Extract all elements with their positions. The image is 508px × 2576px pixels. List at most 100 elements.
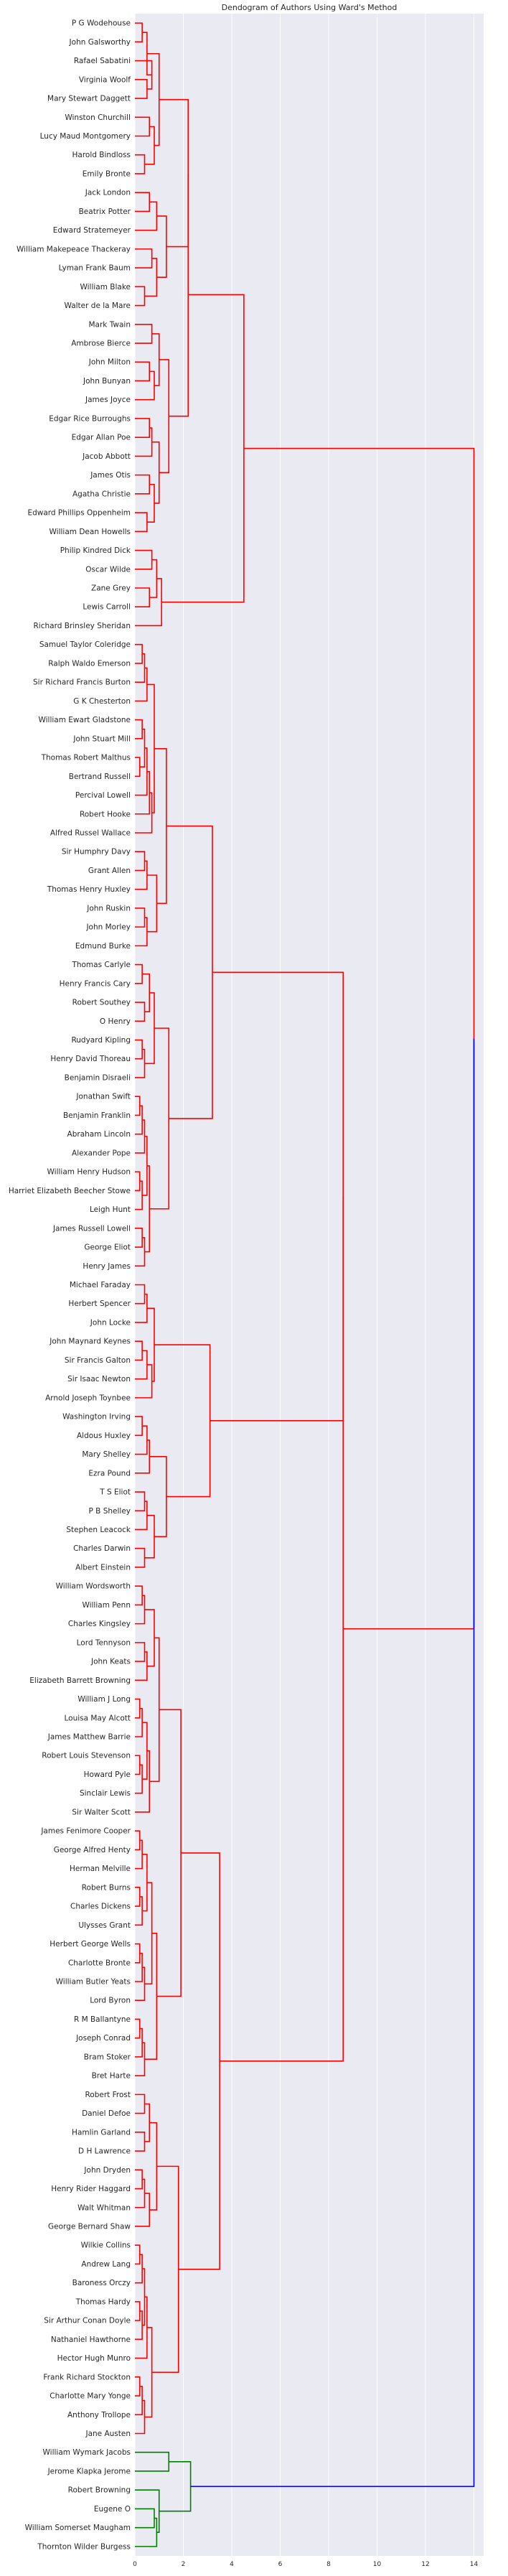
leaf-label: William Dean Howells — [50, 528, 131, 536]
leaf-label: Sir Isaac Newton — [67, 1375, 131, 1383]
leaf-label: Bertrand Russell — [69, 773, 131, 781]
leaf-label: Thomas Robert Malthus — [41, 754, 131, 762]
leaf-label: Charles Darwin — [73, 1544, 131, 1553]
leaf-label: John Ruskin — [86, 904, 131, 913]
leaf-label: Edmund Burke — [75, 942, 131, 951]
leaf-label: William Blake — [80, 283, 131, 291]
leaf-label: James Fenimore Cooper — [40, 1827, 131, 1836]
leaf-label: John Maynard Keynes — [49, 1338, 131, 1346]
x-tick-label: 0 — [133, 2561, 137, 2568]
leaf-label: William Somerset Maugham — [25, 2524, 131, 2532]
leaf-label: Lewis Carroll — [83, 603, 131, 612]
leaf-label: John Morley — [85, 923, 131, 932]
leaf-label: John Keats — [90, 1658, 131, 1666]
leaf-label: Ezra Pound — [88, 1469, 131, 1478]
leaf-label: Albert Einstein — [75, 1563, 131, 1572]
leaf-label: Sir Arthur Conan Doyle — [44, 2317, 131, 2325]
leaf-label: P G Wodehouse — [72, 19, 131, 28]
leaf-label: G K Chesterton — [73, 697, 131, 706]
leaf-label: Herbert George Wells — [50, 1940, 131, 1949]
leaf-label: Ralph Waldo Emerson — [48, 659, 131, 668]
leaf-label: George Eliot — [84, 1243, 131, 1252]
leaf-label: Henry Rider Haggard — [51, 2185, 131, 2193]
leaf-label: Lucy Maud Montgomery — [40, 132, 131, 141]
leaf-label: Oscar Wilde — [85, 565, 131, 574]
leaf-label: Frank Richard Stockton — [43, 2373, 131, 2381]
leaf-label: Bram Stoker — [84, 2053, 131, 2061]
x-tick-label: 2 — [182, 2561, 186, 2568]
leaf-label: Walt Whitman — [77, 2203, 131, 2212]
leaf-label: John Galsworthy — [69, 38, 131, 47]
leaf-label: Aldous Huxley — [77, 1432, 131, 1440]
chart-title: Dendogram of Authors Using Ward's Method — [221, 3, 398, 12]
leaf-label: Andrew Lang — [81, 2260, 131, 2269]
x-tick-label: 8 — [326, 2561, 331, 2568]
leaf-label: Ulysses Grant — [78, 1921, 131, 1930]
leaf-label: Howard Pyle — [84, 1770, 131, 1779]
leaf-label: Ambrose Bierce — [71, 340, 131, 348]
leaf-label: Walter de la Mare — [65, 302, 131, 310]
leaf-label: Henry David Thoreau — [50, 1055, 131, 1063]
leaf-label: Leigh Hunt — [90, 1205, 131, 1214]
leaf-label: Sir Walter Scott — [72, 1808, 131, 1816]
leaf-label: Alexander Pope — [72, 1149, 131, 1157]
leaf-label: Jacob Abbott — [82, 452, 131, 461]
leaf-label: John Dryden — [83, 2166, 131, 2175]
leaf-label: Robert Frost — [85, 2091, 131, 2099]
x-tick-label: 6 — [278, 2561, 283, 2568]
leaf-label: Thomas Carlyle — [71, 961, 131, 969]
leaf-label: Samuel Taylor Coleridge — [39, 640, 131, 649]
x-tick-label: 10 — [373, 2561, 382, 2568]
leaf-label: Henry Francis Cary — [60, 979, 131, 988]
leaf-label: Joseph Conrad — [75, 2034, 131, 2043]
leaf-label: Charles Dickens — [70, 1903, 131, 1911]
leaf-label: R M Ballantyne — [74, 2015, 131, 2024]
leaf-label: Herman Melville — [70, 1865, 131, 1873]
dendrogram-link — [190, 1038, 475, 2488]
leaf-label: Thornton Wilder Burgess — [37, 2542, 131, 2551]
leaf-label: Agatha Christie — [72, 490, 131, 498]
leaf-label: Emily Bronte — [83, 169, 131, 178]
leaf-label: Robert Louis Stevenson — [42, 1752, 131, 1760]
leaf-label: George Alfred Henty — [54, 1846, 131, 1854]
leaf-label: Herbert Spencer — [68, 1299, 131, 1308]
leaf-label: Edgar Rice Burroughs — [49, 414, 131, 423]
leaf-label: Charlotte Bronte — [68, 1959, 131, 1967]
leaf-label: William Butler Yeats — [56, 1977, 131, 1986]
leaf-label: Wilkie Collins — [81, 2241, 131, 2250]
leaf-label: John Bunyan — [83, 377, 131, 386]
leaf-label: Stephen Leacock — [66, 1526, 131, 1534]
leaf-label: Beatrix Potter — [79, 207, 131, 216]
dendrogram-links — [135, 22, 475, 2547]
leaf-label: Hamlin Garland — [72, 2128, 131, 2137]
leaf-label: Mary Stewart Daggett — [47, 95, 131, 103]
leaf-label: Winston Churchill — [65, 113, 131, 122]
leaf-label: Edgar Allan Poe — [72, 434, 131, 442]
leaf-label: Elizabeth Barrett Browning — [29, 1676, 131, 1685]
leaf-label: Hector Hugh Munro — [57, 2354, 131, 2363]
x-tick-label: 4 — [230, 2561, 234, 2568]
leaf-label: Mark Twain — [89, 320, 131, 329]
leaf-label: Sir Richard Francis Burton — [33, 678, 131, 687]
leaf-label: Michael Faraday — [70, 1281, 131, 1289]
leaf-label: O Henry — [100, 1017, 131, 1026]
leaf-label: John Milton — [88, 358, 131, 367]
plot-background — [135, 14, 484, 2556]
leaf-label: Lyman Frank Baum — [59, 264, 131, 273]
leaf-label: Jonathan Swift — [75, 1093, 131, 1101]
leaf-label: Virginia Woolf — [79, 75, 131, 84]
leaf-label: Philip Kindred Dick — [60, 546, 131, 555]
leaf-label: John Stuart Mill — [72, 734, 131, 743]
leaf-label: Jack London — [85, 189, 131, 197]
leaf-label: George Bernard Shaw — [48, 2222, 131, 2231]
leaf-label: Richard Brinsley Sheridan — [34, 622, 131, 630]
leaf-label: Thomas Henry Huxley — [47, 885, 131, 894]
leaf-label: James Joyce — [85, 396, 131, 404]
leaf-label: Louisa May Alcott — [65, 1714, 131, 1722]
leaf-label: Robert Hooke — [80, 810, 131, 818]
leaf-labels: P G Wodehouse John Galsworthy Rafael Sabat… — [9, 19, 131, 2552]
leaf-label: James Otis — [90, 471, 131, 480]
leaf-label: Percival Lowell — [75, 791, 131, 800]
leaf-label: William Henry Hudson — [47, 1168, 131, 1177]
leaf-label: Eugene O — [94, 2505, 131, 2514]
